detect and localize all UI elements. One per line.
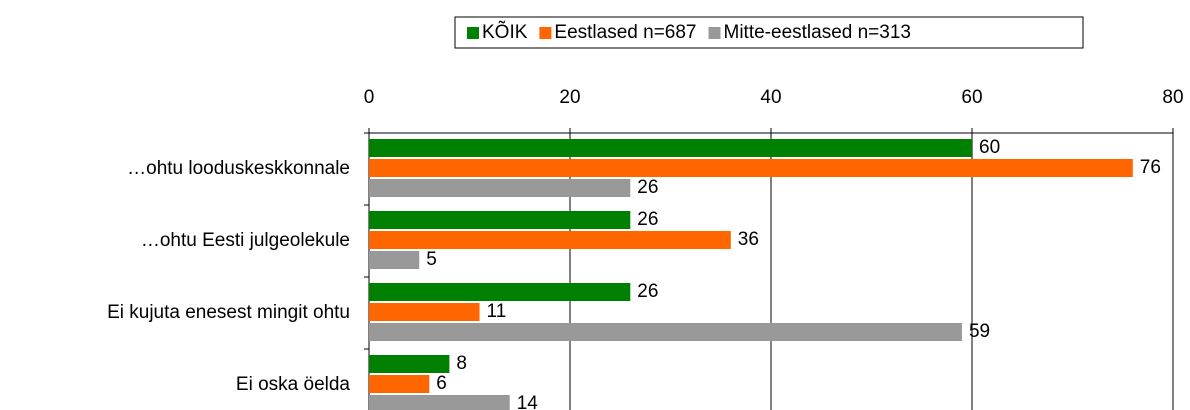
bar bbox=[369, 159, 1133, 177]
bar bbox=[369, 375, 430, 393]
y-tick-label: …ohtu looduskeskkonnale bbox=[127, 158, 350, 179]
bar bbox=[369, 283, 631, 301]
bar bbox=[369, 211, 631, 229]
data-label: 6 bbox=[436, 373, 447, 394]
bar bbox=[369, 323, 962, 341]
y-tick-label: Ei oska öelda bbox=[236, 374, 351, 395]
legend-swatch bbox=[467, 27, 479, 39]
y-tick-label: …ohtu Eesti julgeolekule bbox=[141, 230, 350, 251]
bar bbox=[369, 355, 450, 373]
data-label: 26 bbox=[637, 281, 658, 302]
data-label: 14 bbox=[517, 393, 539, 410]
x-tick-label: 20 bbox=[559, 87, 580, 108]
bar bbox=[369, 303, 480, 321]
x-tick-label: 80 bbox=[1162, 87, 1183, 108]
bar bbox=[369, 251, 420, 269]
x-tick-label: 0 bbox=[364, 87, 375, 108]
bar bbox=[369, 139, 972, 157]
legend-box bbox=[454, 16, 1084, 49]
data-label: 36 bbox=[738, 229, 759, 250]
legend-swatch bbox=[708, 27, 721, 39]
data-label: 5 bbox=[426, 249, 437, 270]
legend-label: Mitte-eestlased n=313 bbox=[724, 22, 911, 43]
legend-label: KÕIK bbox=[482, 21, 528, 43]
bar bbox=[369, 179, 631, 197]
data-label: 11 bbox=[487, 301, 507, 322]
data-label: 60 bbox=[979, 137, 1000, 158]
data-label: 59 bbox=[969, 321, 990, 342]
x-tick-label: 60 bbox=[961, 87, 982, 108]
legend-label: Eestlased n=687 bbox=[554, 22, 696, 43]
x-tick-label: 40 bbox=[760, 87, 781, 108]
data-label: 76 bbox=[1140, 157, 1161, 178]
y-tick-label: Ei kujuta enesest mingit ohtu bbox=[107, 302, 350, 323]
bar bbox=[369, 231, 731, 249]
bar bbox=[369, 395, 510, 410]
data-label: 26 bbox=[637, 209, 658, 230]
legend-swatch bbox=[539, 27, 552, 39]
data-label: 8 bbox=[456, 353, 467, 374]
data-label: 26 bbox=[637, 177, 658, 198]
